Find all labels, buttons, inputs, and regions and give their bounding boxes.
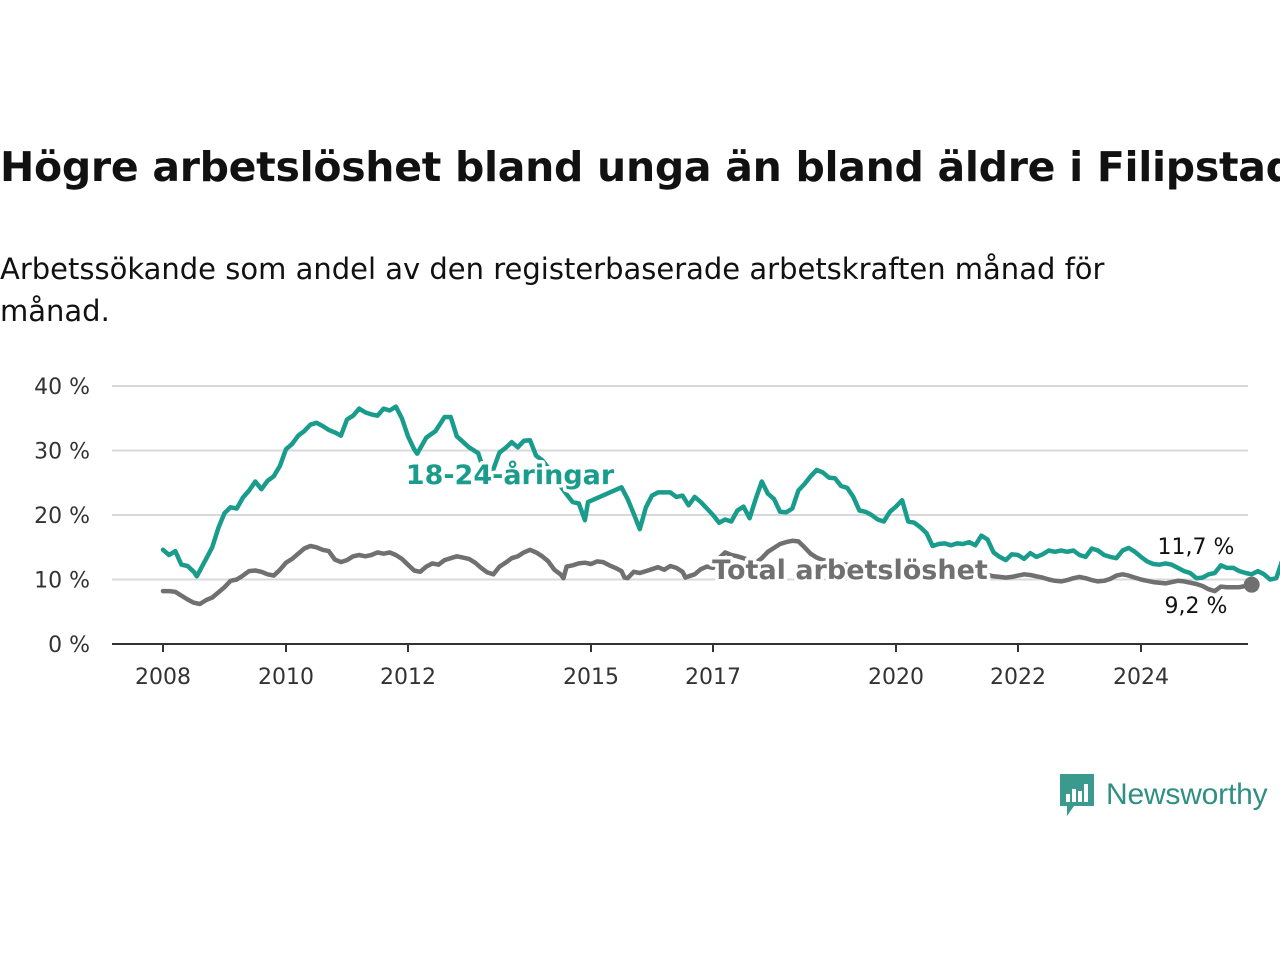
x-tick-label: 2010: [258, 665, 314, 690]
x-tick-label: 2008: [135, 665, 191, 690]
brand-name: Newsworthy: [1106, 778, 1268, 811]
x-tick-label: 2017: [685, 665, 741, 690]
end-value-youth: 11,7 %: [1158, 535, 1235, 560]
brand-logo: Newsworthy: [1058, 771, 1268, 819]
series-labels: 18-24-åringar Total arbetslöshet 11,7 % 9,2…: [402, 456, 1235, 620]
x-tick-label: 2024: [1113, 665, 1169, 690]
x-tick-label: 2015: [563, 665, 619, 690]
series-lines: [160, 404, 1280, 607]
x-tick-label: 2022: [990, 665, 1046, 690]
series-label-youth: 18-24-åringar: [406, 459, 615, 491]
series-line-0: [160, 404, 1280, 582]
y-tick-label: 40 %: [34, 375, 90, 400]
grid-lines: [112, 385, 1248, 581]
chart-title: Högre arbetslöshet bland unga än bland ä…: [0, 143, 1280, 191]
y-tick-label: 30 %: [34, 440, 90, 465]
x-tick-label: 2020: [868, 665, 924, 690]
end-value-total: 9,2 %: [1165, 594, 1228, 619]
chart-subtitle: Arbetssökande som andel av den registerb…: [0, 252, 1105, 328]
series-label-total: Total arbetslöshet: [712, 555, 988, 586]
y-axis: 0 % 10 % 20 % 30 % 40 %: [34, 375, 90, 658]
y-tick-label: 20 %: [34, 504, 90, 529]
y-tick-label: 0 %: [48, 633, 90, 658]
x-tick-label: 2012: [380, 665, 436, 690]
newsworthy-logo-icon: [1060, 774, 1094, 816]
x-axis: 2008 2010 2012 2015 2017 2020 2022 2024: [112, 643, 1248, 690]
y-tick-label: 10 %: [34, 569, 90, 594]
series-end-dot-1: [1243, 576, 1260, 593]
series-line-1: [160, 538, 1254, 607]
